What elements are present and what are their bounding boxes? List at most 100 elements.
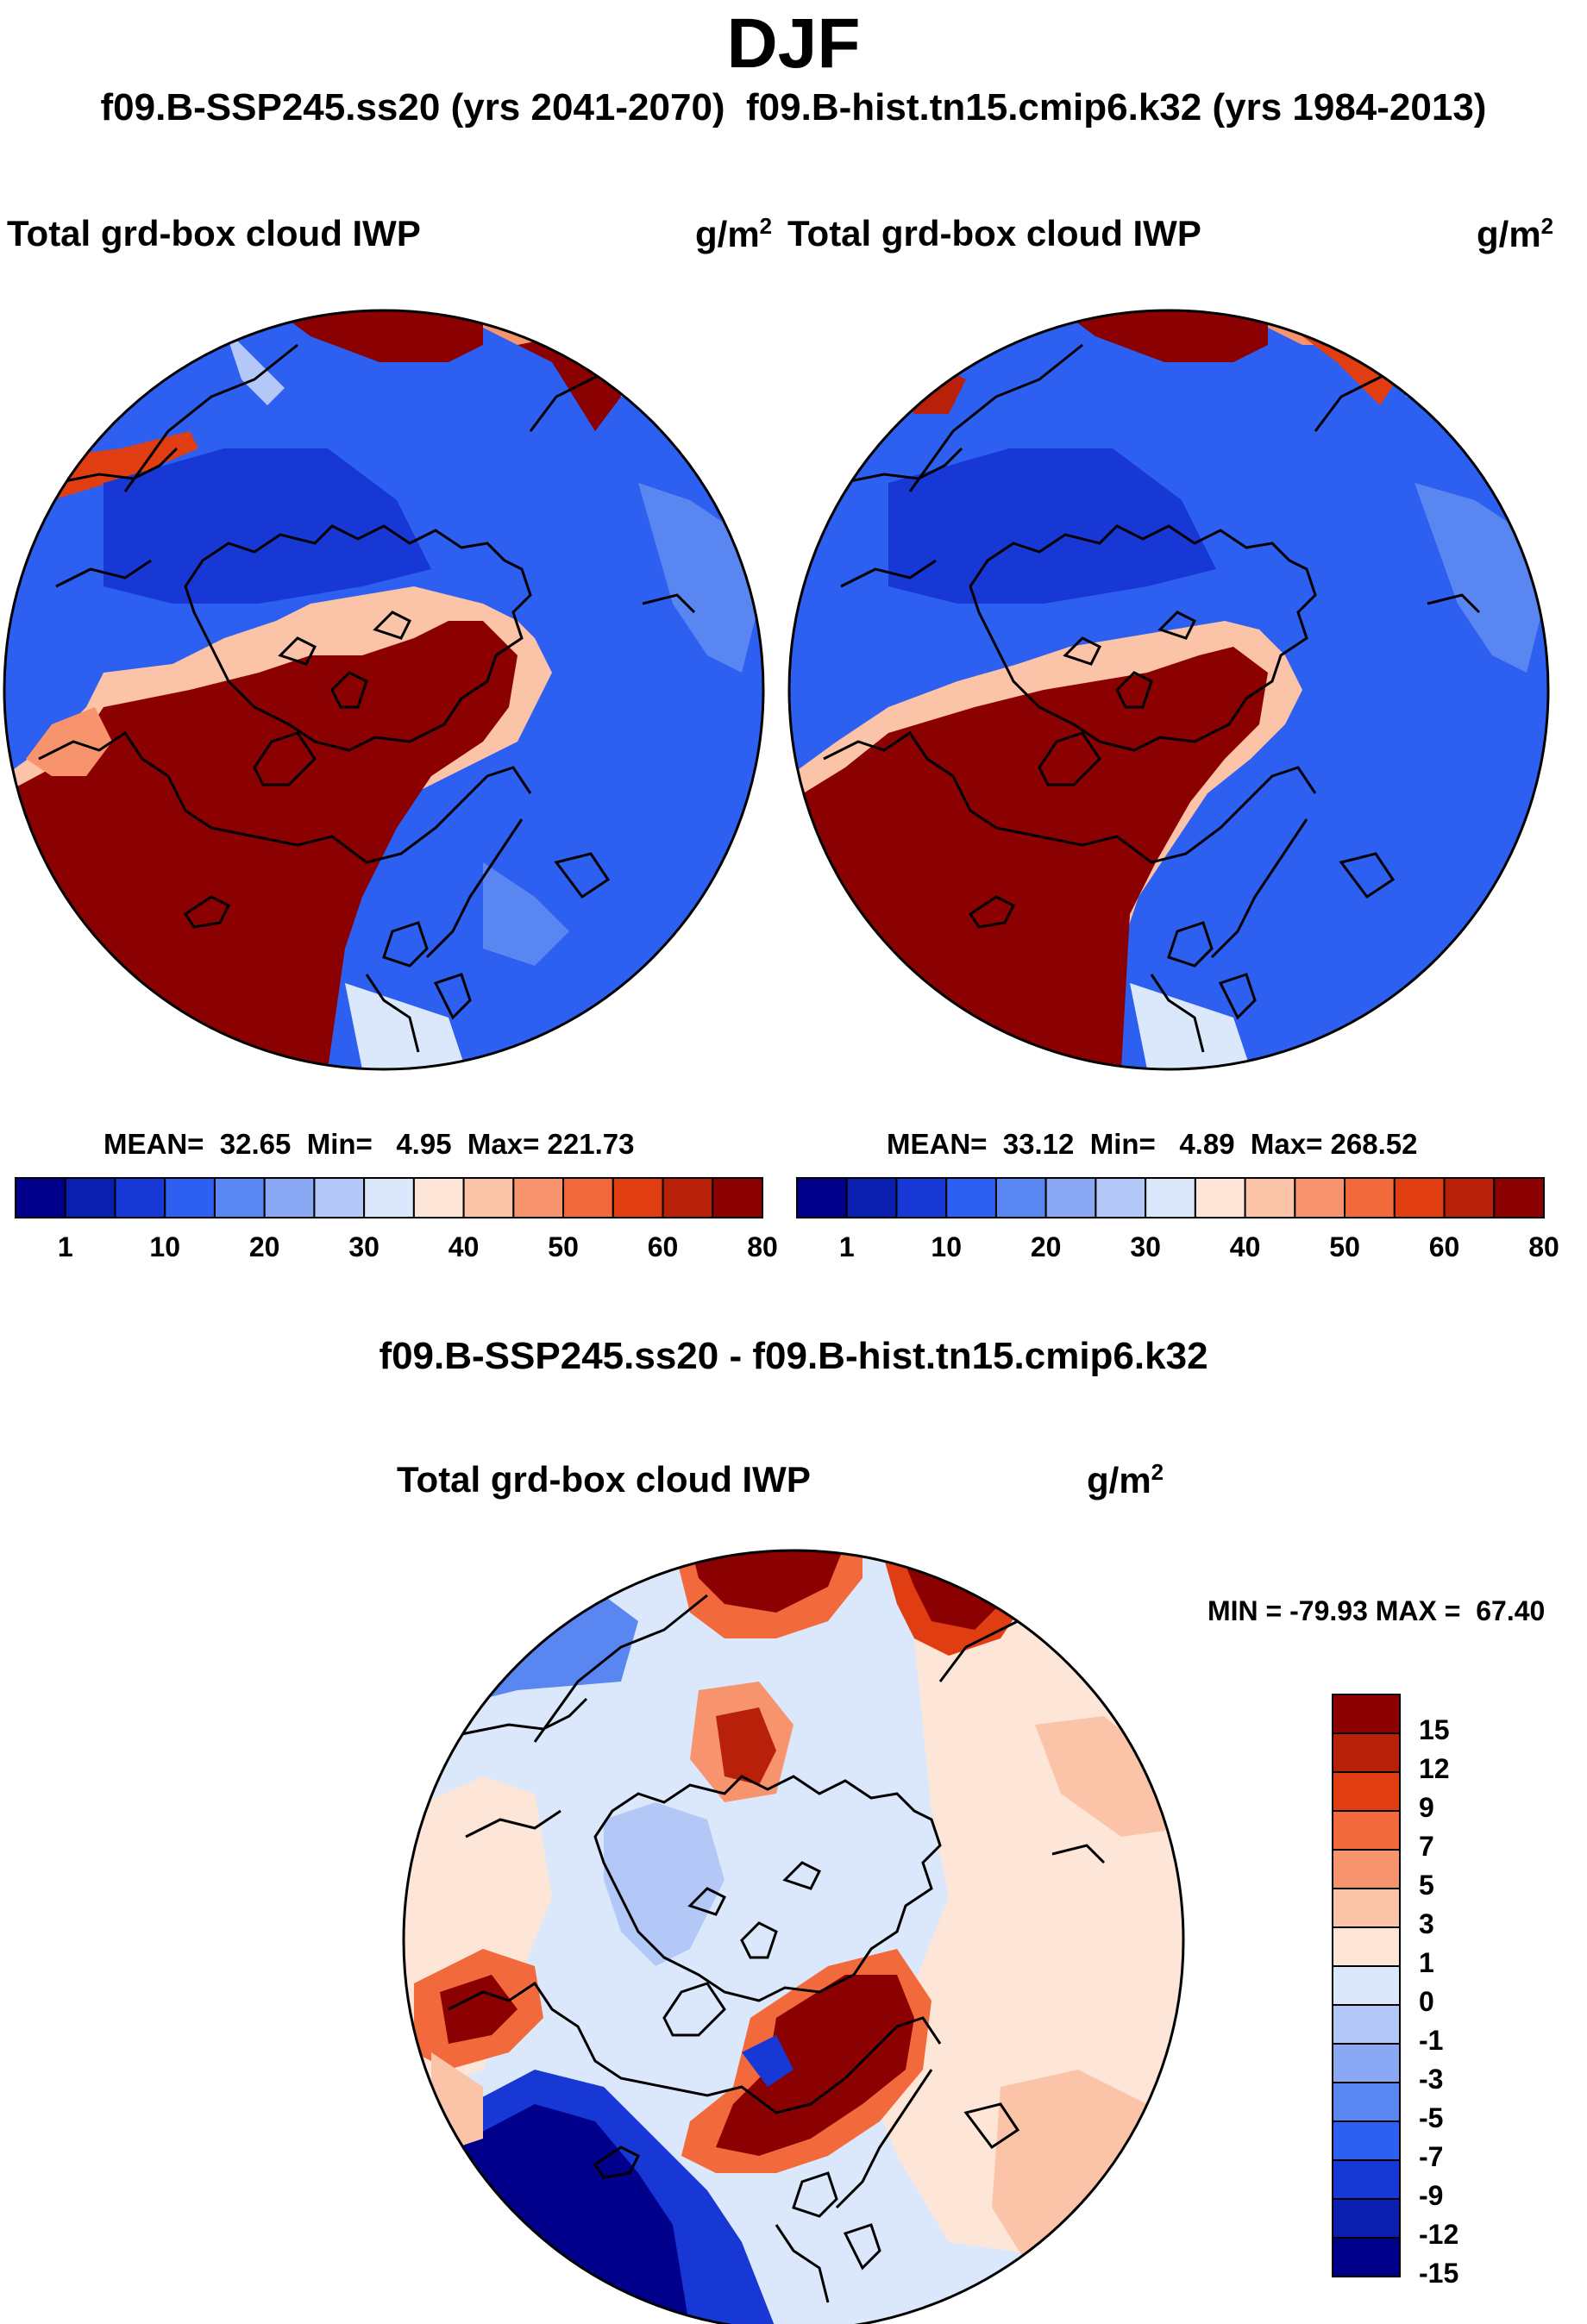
colorbar-swatch	[164, 1177, 216, 1218]
colorbar-swatch	[1332, 2159, 1401, 2200]
colorbar-swatch	[363, 1177, 415, 1218]
colorbar-tick-label: 20	[248, 1231, 280, 1262]
colorbar-tick-label: 5	[1419, 1870, 1434, 1901]
colorbar-tick-label: 20	[1030, 1231, 1062, 1262]
colorbar-swatch	[1332, 2120, 1401, 2161]
case2-label: f09.B-hist.tn15.cmip6.k32 (yrs 1984-2013…	[746, 86, 1487, 128]
diff-title: f09.B-SSP245.ss20 - f09.B-hist.tn15.cmip…	[379, 1335, 1208, 1377]
colorbar-swatch	[1332, 1694, 1401, 1734]
colorbar-tick-label: 30	[1130, 1231, 1161, 1262]
colorbar-swatch	[1493, 1177, 1546, 1218]
panel3-colorbar	[1332, 1694, 1401, 2277]
map-panel1	[4, 310, 763, 1069]
colorbar-swatch	[1332, 1888, 1401, 1928]
colorbar-swatch	[1332, 1926, 1401, 1967]
colorbar-swatch	[1095, 1177, 1147, 1218]
colorbar-swatch	[313, 1177, 366, 1218]
colorbar-swatch	[1194, 1177, 1246, 1218]
colorbar-swatch	[1332, 1732, 1401, 1773]
panel2-boundary	[787, 309, 1550, 1071]
colorbar-swatch	[1244, 1177, 1296, 1218]
colorbar-swatch	[1332, 2043, 1401, 2083]
colorbar-tick-label: 40	[1229, 1231, 1261, 1262]
colorbar-tick-label: 10	[149, 1231, 180, 1262]
panel2-title: Total grd-box cloud IWP	[787, 213, 1201, 254]
panel1-boundary	[3, 309, 765, 1071]
colorbar-swatch	[712, 1177, 763, 1218]
colorbar-swatch	[1332, 1810, 1401, 1851]
panel1-title: Total grd-box cloud IWP	[7, 213, 421, 254]
colorbar-swatch	[512, 1177, 565, 1218]
colorbar-tick-label: 15	[1419, 1714, 1450, 1745]
colorbar-swatch	[562, 1177, 614, 1218]
colorbar-swatch	[64, 1177, 116, 1218]
colorbar-swatch	[1344, 1177, 1396, 1218]
case-header: f09.B-SSP245.ss20 (yrs 2041-2070) f09.B-…	[0, 86, 1587, 129]
colorbar-swatch	[612, 1177, 664, 1218]
colorbar-tick-label: -9	[1419, 2180, 1444, 2211]
colorbar-swatch	[945, 1177, 997, 1218]
colorbar-swatch	[412, 1177, 465, 1218]
colorbar-swatch	[796, 1177, 848, 1218]
colorbar-swatch	[1294, 1177, 1346, 1218]
colorbar-swatch	[114, 1177, 166, 1218]
colorbar-swatch	[1332, 1771, 1401, 1812]
colorbar-tick-label: 12	[1419, 1753, 1450, 1784]
panel1-stats: MEAN= 32.65 Min= 4.95 Max= 221.73	[104, 1128, 635, 1160]
colorbar-tick-label: 0	[1419, 1986, 1434, 2017]
colorbar-tick-label: 1	[57, 1231, 73, 1262]
colorbar-tick-label: 60	[647, 1231, 679, 1262]
colorbar-tick-label: 40	[448, 1231, 480, 1262]
colorbar-swatch	[845, 1177, 898, 1218]
colorbar-swatch	[1332, 1849, 1401, 1889]
panel2-units: g/m2	[1477, 213, 1554, 254]
colorbar-tick-label: 50	[548, 1231, 579, 1262]
colorbar-swatch	[994, 1177, 1047, 1218]
colorbar-swatch	[1145, 1177, 1196, 1218]
colorbar-tick-label: 9	[1419, 1792, 1434, 1823]
colorbar-tick-label: -5	[1419, 2102, 1444, 2133]
colorbar-tick-label: 80	[747, 1231, 778, 1262]
panel3-title: Total grd-box cloud IWP	[397, 1459, 811, 1500]
colorbar-tick-label: 80	[1528, 1231, 1559, 1262]
panel3-boundary	[402, 1549, 1185, 2324]
panel1-units: g/m2	[695, 213, 773, 254]
colorbar-swatch	[263, 1177, 316, 1218]
case1-label: f09.B-SSP245.ss20 (yrs 2041-2070)	[100, 86, 725, 128]
colorbar-tick-label: 1	[1419, 1947, 1434, 1978]
colorbar-tick-label: -3	[1419, 2064, 1444, 2095]
colorbar-tick-label: 7	[1419, 1831, 1434, 1862]
colorbar-tick-label: -12	[1419, 2219, 1459, 2250]
colorbar-tick-label: -1	[1419, 2025, 1444, 2056]
colorbar-swatch	[1332, 2198, 1401, 2239]
panel2-colorbar	[796, 1177, 1546, 1218]
panel3-units: g/m2	[1087, 1459, 1164, 1500]
colorbar-tick-label: 60	[1428, 1231, 1460, 1262]
colorbar-swatch	[1044, 1177, 1097, 1218]
map-panel2	[789, 310, 1548, 1069]
colorbar-swatch	[1443, 1177, 1496, 1218]
map-panel3	[404, 1550, 1183, 2324]
colorbar-tick-label: 50	[1329, 1231, 1360, 1262]
colorbar-swatch	[1332, 2082, 1401, 2122]
colorbar-swatch	[1332, 2004, 1401, 2045]
colorbar-swatch	[15, 1177, 66, 1218]
panel1-colorbar	[15, 1177, 763, 1218]
colorbar-swatch	[662, 1177, 714, 1218]
panel2-stats: MEAN= 33.12 Min= 4.89 Max= 268.52	[887, 1128, 1418, 1160]
colorbar-tick-label: 30	[348, 1231, 380, 1262]
colorbar-swatch	[1393, 1177, 1446, 1218]
colorbar-tick-label: 10	[931, 1231, 962, 1262]
colorbar-swatch	[1332, 1965, 1401, 2006]
panel3-minmax: MIN = -79.93 MAX = 67.40	[1208, 1595, 1546, 1626]
colorbar-tick-label: 1	[838, 1231, 855, 1262]
colorbar-swatch	[1332, 2237, 1401, 2277]
colorbar-tick-label: -15	[1419, 2258, 1459, 2289]
colorbar-swatch	[895, 1177, 948, 1218]
colorbar-swatch	[462, 1177, 515, 1218]
colorbar-tick-label: 3	[1419, 1908, 1434, 1939]
season-title: DJF	[726, 4, 861, 83]
colorbar-tick-label: -7	[1419, 2141, 1444, 2172]
colorbar-swatch	[213, 1177, 266, 1218]
